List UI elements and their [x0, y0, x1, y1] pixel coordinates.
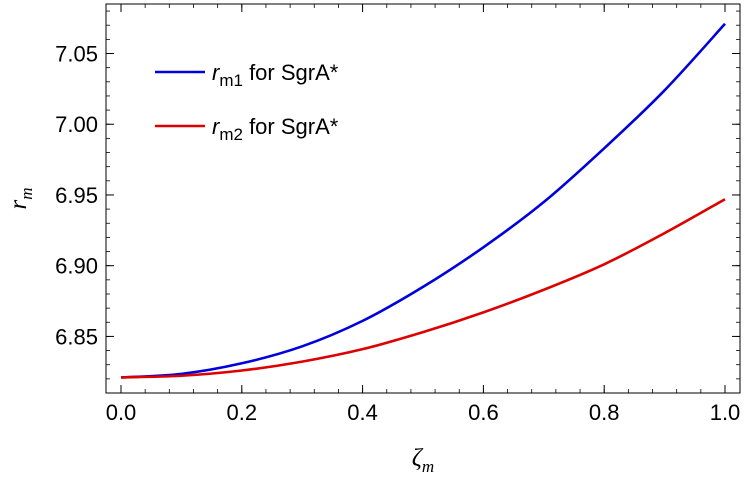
x-tick-label: 0.4 — [347, 400, 378, 425]
y-tick-label: 7.00 — [55, 112, 98, 137]
legend-symbol: r — [212, 114, 221, 139]
y-axis-label-sub: m — [17, 187, 36, 199]
x-axis-label-main: ζ — [412, 445, 424, 472]
plot-frame — [105, 3, 741, 394]
legend-subscript: m1 — [219, 71, 243, 90]
series-lines — [120, 22, 726, 379]
series-line-2 — [120, 198, 726, 379]
legend-symbol: r — [212, 60, 221, 85]
x-tick-label: 0.2 — [227, 400, 258, 425]
y-tick-label: 7.05 — [55, 42, 98, 67]
x-tick-label: 0.0 — [106, 400, 137, 425]
legend-label: for SgrA* — [243, 60, 339, 85]
legend-entry-1: rm1 for SgrA* — [212, 60, 339, 90]
x-axis-label: ζm — [412, 445, 434, 476]
y-tick-label: 6.85 — [55, 324, 98, 349]
y-tick-label: 6.90 — [55, 254, 98, 279]
y-axis: 6.85 6.90 6.95 7.00 7.05 — [55, 10, 740, 380]
plot-border — [105, 3, 741, 394]
y-tick-label: 6.95 — [55, 183, 98, 208]
x-tick-label: 0.8 — [589, 400, 620, 425]
x-tick-label: 1.0 — [710, 400, 741, 425]
x-axis-label-sub: m — [422, 457, 434, 476]
legend-entry-2: rm2 for SgrA* — [212, 114, 339, 144]
x-axis: 0.0 0.2 0.4 0.6 0.8 1.0 — [106, 4, 741, 425]
y-axis-label-main: r — [5, 200, 32, 210]
legend-label: for SgrA* — [243, 114, 339, 139]
legend: rm1 for SgrA*rm2 for SgrA* — [155, 60, 339, 144]
legend-subscript: m2 — [219, 125, 243, 144]
y-axis-label: rm — [5, 187, 36, 209]
x-tick-label: 0.6 — [468, 400, 499, 425]
series-line-1 — [120, 22, 726, 379]
